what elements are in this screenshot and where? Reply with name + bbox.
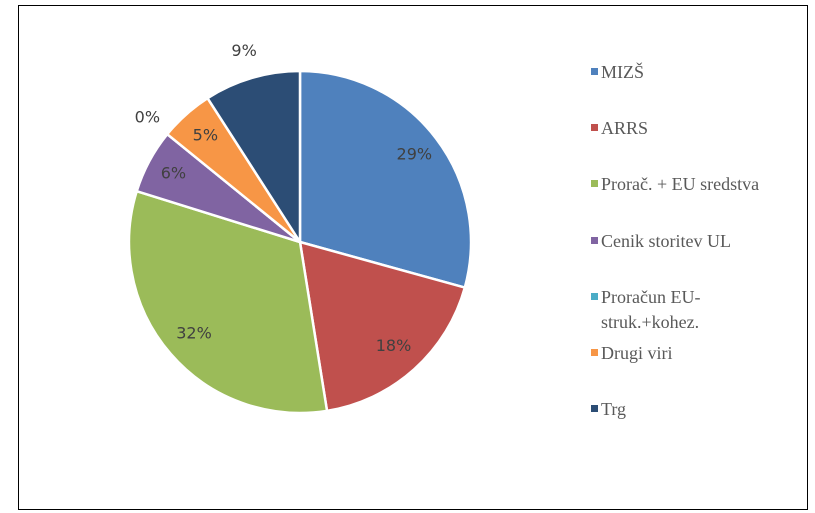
pie-slice	[205, 69, 302, 247]
legend-item: Cenik storitev UL	[591, 229, 781, 254]
legend-swatch	[591, 292, 598, 300]
data-label: 32%	[176, 323, 212, 342]
legend-swatch	[591, 349, 598, 356]
data-label: 6%	[161, 164, 186, 183]
legend-swatch	[591, 236, 598, 244]
pie-slice	[298, 69, 473, 290]
legend-label: ARRS	[601, 118, 649, 139]
legend-swatch	[591, 180, 598, 188]
data-label: 9%	[231, 41, 256, 60]
legend-item: ARRS	[591, 116, 781, 141]
legend-item: Trg	[591, 397, 781, 422]
legend-label: Trg	[601, 399, 627, 420]
legend-item: Prorač. + EU sredstva	[591, 172, 781, 197]
data-label: 18%	[376, 336, 412, 355]
legend-label: Drugi viri	[601, 343, 673, 363]
legend-swatch	[591, 124, 598, 132]
legend-label: Prorač. + EU sredstva	[601, 174, 760, 195]
data-label: 5%	[193, 126, 218, 145]
pie-slice	[298, 240, 467, 413]
legend-swatch	[591, 68, 598, 75]
legend-item: Proračun EU-struk.+kohez.	[591, 285, 781, 335]
legend-swatch	[591, 405, 598, 413]
legend-item: Drugi viri	[591, 341, 781, 366]
pie-slice	[127, 189, 329, 415]
data-label: 29%	[397, 145, 433, 164]
legend-item: MIZŠ	[591, 60, 781, 85]
legend-label: MIZŠ	[601, 62, 645, 82]
legend-label: Cenik storitev UL	[601, 230, 731, 251]
legend-label: Proračun EU-struk.+kohez.	[601, 286, 701, 332]
data-label: 0%	[135, 108, 160, 127]
